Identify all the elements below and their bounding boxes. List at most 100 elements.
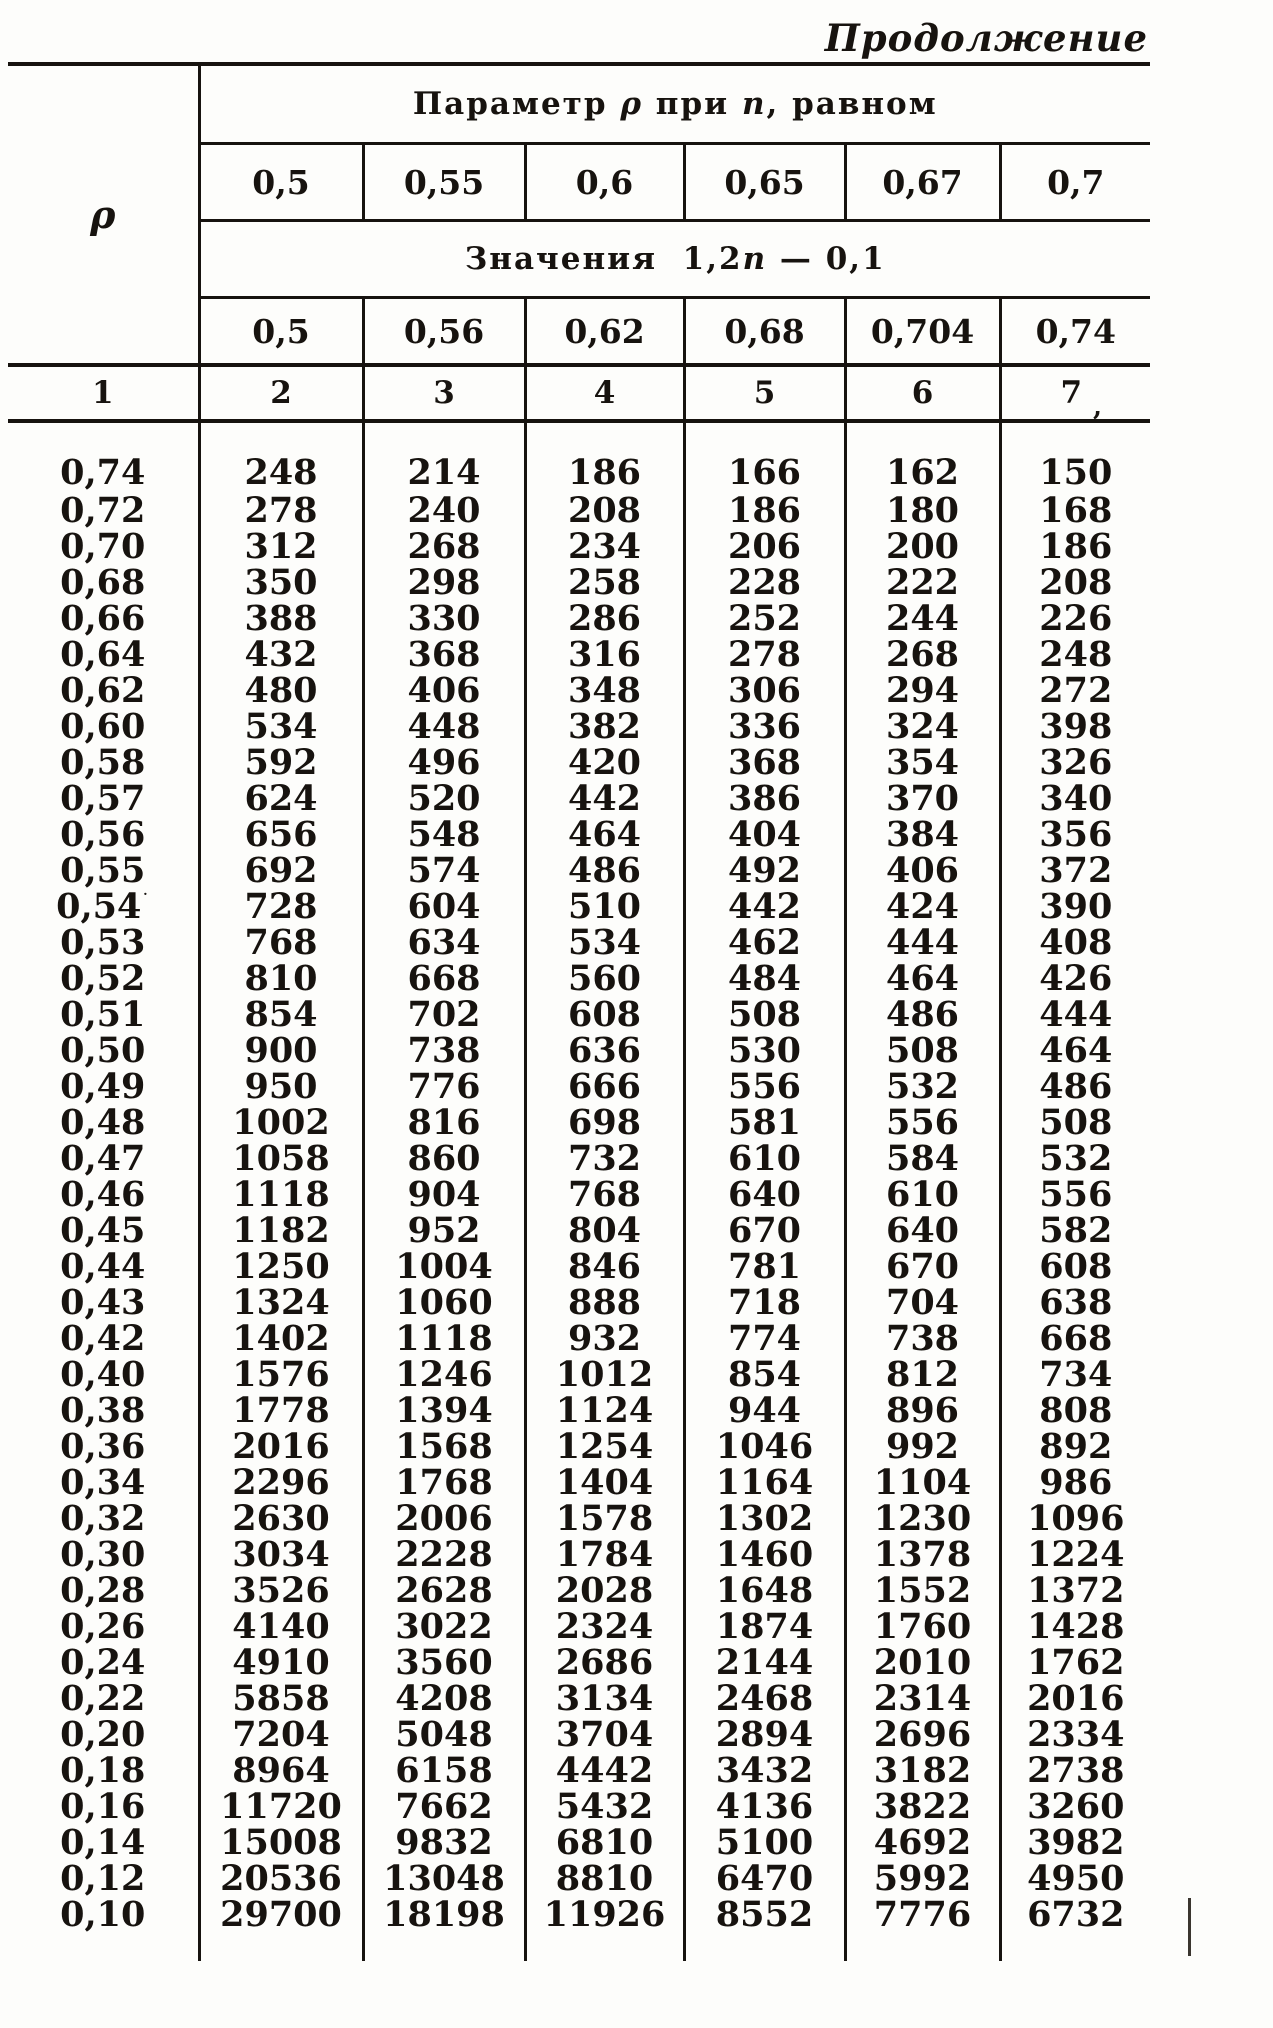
cell-value: 3182 [843, 1753, 1000, 1789]
cell-value: 704 [843, 1285, 1000, 1321]
cell-value: 634 [361, 925, 525, 961]
cell-value: 768 [197, 925, 363, 961]
cell-value: 208 [998, 565, 1151, 601]
cell-value: 222 [843, 565, 1000, 601]
cell-value: 520 [361, 781, 525, 817]
table-row: 0,40 1576 1246 1012 854 812 734 [8, 1357, 1151, 1393]
cell-value: 846 [523, 1249, 684, 1285]
cell-value: 2324 [523, 1609, 684, 1645]
cell-value: 608 [998, 1249, 1151, 1285]
transformed-value-header: 0,56 [361, 297, 525, 367]
table-row: 0,60 534 448 382 336 324 398 [8, 709, 1151, 745]
cell-value: 2894 [682, 1717, 845, 1753]
cell-value: 444 [998, 997, 1151, 1033]
table-row: 0,10 29700 18198 11926 8552 7776 6732 [8, 1894, 1151, 1935]
cell-value: 268 [361, 529, 525, 565]
cell-value: 278 [197, 493, 363, 529]
cell-value: 226 [998, 601, 1151, 637]
cell-value: 1402 [197, 1321, 363, 1357]
cell-value: 404 [682, 817, 845, 853]
cell-value: 2738 [998, 1753, 1151, 1789]
rho-value: 0,74 [60, 452, 146, 493]
cell-value: 508 [682, 997, 845, 1033]
cell-value: 1224 [998, 1537, 1151, 1573]
statistical-table: ρ Параметр ρ при n, равном 0,5 0,55 0,6 … [8, 62, 1151, 1961]
cell-value: 200 [843, 529, 1000, 565]
cell-value: 854 [682, 1357, 845, 1393]
header-transformed-row: 0,5 0,56 0,62 0,68 0,704 0,74 [8, 297, 1151, 367]
cell-value: 208 [523, 493, 684, 529]
cell-value: 2006 [361, 1501, 525, 1537]
cell-value: 804 [523, 1213, 684, 1249]
table-row: 0,30 3034 2228 1784 1460 1378 1224 [8, 1537, 1151, 1573]
table-row: 0,42 1402 1118 932 774 738 668 [8, 1318, 1151, 1359]
cell-value: 2296 [197, 1465, 363, 1501]
cell-value: 2028 [523, 1573, 684, 1609]
cell-value: 556 [998, 1177, 1151, 1213]
cell-value: 508 [998, 1105, 1151, 1141]
column-number: 2 [197, 365, 363, 423]
table-row: 0,20 7204 5048 3704 2894 2696 2334 [8, 1714, 1151, 1755]
rho-value: 0,10 [60, 1894, 146, 1935]
rho-value: 0,45 [60, 1210, 146, 1251]
cell-value: 286 [523, 601, 684, 637]
cell-value: 298 [361, 565, 525, 601]
cell-value: 424 [843, 889, 1000, 925]
rho-value: 0,52 [60, 958, 146, 999]
rule-extension-cell [361, 1933, 525, 1961]
cell-value: 3560 [361, 1645, 525, 1681]
cell-value: 1760 [843, 1609, 1000, 1645]
cell-value: 3022 [361, 1609, 525, 1645]
values-header-n: n [742, 241, 768, 277]
rho-value: 0,58 [60, 742, 146, 783]
cell-value: 2228 [361, 1537, 525, 1573]
cell-value: 5048 [361, 1717, 525, 1753]
cell-value: 1378 [843, 1537, 1000, 1573]
values-header: Значения 1,2n — 0,1 [197, 220, 1151, 299]
cell-value: 150 [998, 421, 1151, 493]
cell-value: 13048 [361, 1861, 525, 1897]
cell-value: 1230 [843, 1501, 1000, 1537]
rho-value: 0,18 [60, 1750, 146, 1791]
cell-value: 2630 [197, 1501, 363, 1537]
scan-comma-artifact: , [1093, 392, 1103, 422]
cell-value: 508 [843, 1033, 1000, 1069]
cell-value: 486 [843, 997, 1000, 1033]
cell-value: 1648 [682, 1573, 845, 1609]
param-header-text: Параметр [412, 86, 608, 122]
cell-value: 810 [197, 961, 363, 997]
cell-value: 1124 [523, 1393, 684, 1429]
cell-value: 186 [682, 493, 845, 529]
cell-value: 480 [197, 673, 363, 709]
cell-value: 738 [843, 1321, 1000, 1357]
table-row: 0,32 2630 2006 1578 1302 1230 1096 [8, 1501, 1151, 1537]
cell-value: 668 [361, 961, 525, 997]
cell-value: 624 [197, 781, 363, 817]
cell-value: 350 [197, 565, 363, 601]
rule-extension-cell [843, 1933, 1000, 1961]
rho-value: 0,44 [60, 1246, 146, 1287]
cell-value: 248 [197, 421, 363, 493]
cell-value: 1002 [197, 1105, 363, 1141]
cell-value: 406 [361, 673, 525, 709]
cell-value: 370 [843, 781, 1000, 817]
rho-value: 0,16 [60, 1786, 146, 1827]
cell-value: 732 [523, 1141, 684, 1177]
cell-value: 3134 [523, 1681, 684, 1717]
cell-value: 1118 [361, 1321, 525, 1357]
cell-value: 6158 [361, 1753, 525, 1789]
rho-value: 0,42 [60, 1318, 146, 1359]
rho-value: 0,56 [60, 814, 146, 855]
rho-value: 0,28 [60, 1570, 146, 1611]
cell-value: 1874 [682, 1609, 845, 1645]
n-value-header: 0,7 [998, 143, 1151, 222]
cell-value: 464 [523, 817, 684, 853]
cell-value: 692 [197, 853, 363, 889]
rho-value: 0,20 [60, 1714, 146, 1755]
cell-value: 1012 [523, 1357, 684, 1393]
n-value-header: 0,6 [523, 143, 684, 222]
rho-value: 0,64 [60, 634, 146, 675]
rule-extension-cell [8, 1933, 199, 1961]
cell-value: 1164 [682, 1465, 845, 1501]
cell-value: 6732 [998, 1897, 1151, 1933]
